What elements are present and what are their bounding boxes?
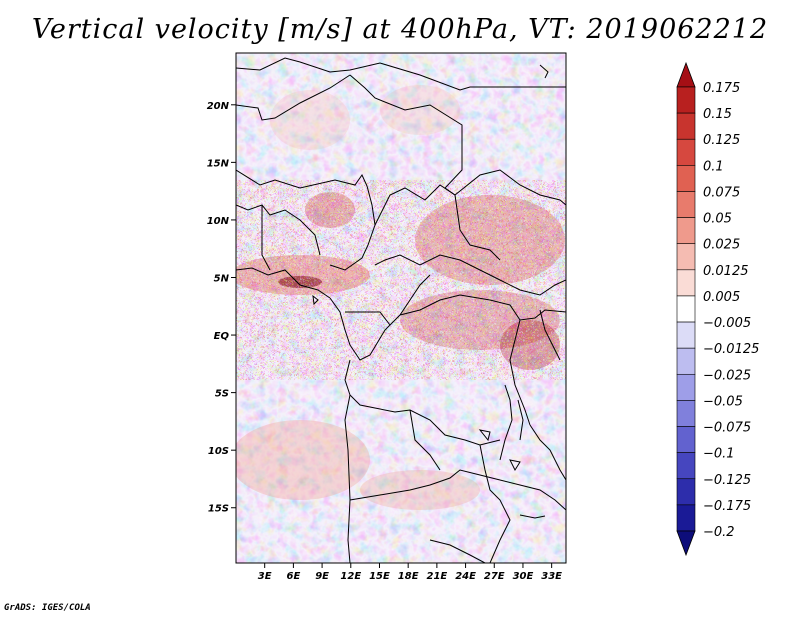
colorbar-bin	[676, 191, 696, 218]
grads-credit: GrADS: IGES/COLA	[4, 603, 91, 613]
vertical-velocity-field	[236, 53, 566, 563]
lat-tick-label: EQ	[214, 331, 230, 342]
lon-tick-label: 33E	[541, 571, 562, 582]
lat-tick-label: 5N	[214, 273, 230, 284]
lon-tick-label: 15E	[369, 571, 390, 582]
colorbar-label: 0.075	[703, 185, 740, 200]
lon-tick-label: 18E	[398, 571, 419, 582]
lon-tick-label: 9E	[315, 571, 329, 582]
longitude-axis: 3E 6E 9E 12E 15E 18E 21E 24E 27E 30E 33E	[258, 563, 562, 582]
colorbar-bin	[676, 504, 696, 532]
colorbar-bin	[676, 321, 696, 349]
colorbar-label: 0.125	[703, 133, 740, 148]
lat-tick-label: 20N	[207, 101, 230, 112]
lon-tick-label: 6E	[286, 571, 300, 582]
colorbar-label: 0.005	[703, 290, 740, 305]
map-frame	[235, 52, 567, 564]
colorbar-bin	[676, 112, 696, 140]
colorbar-label: 0.1	[703, 159, 724, 174]
colorbar-label: −0.025	[703, 368, 751, 383]
colorbar-bin	[676, 478, 696, 506]
lon-tick-label: 30E	[513, 571, 534, 582]
colorbar: 0.175 0.15 0.125 0.1 0.075 0.05 0.025 0.0125 0.0…	[676, 61, 759, 557]
colorbar-bin	[676, 138, 696, 166]
colorbar-bin	[676, 243, 696, 271]
colorbar-label: −0.075	[703, 421, 751, 436]
colorbar-label: −0.2	[703, 525, 735, 540]
colorbar-bin	[676, 373, 696, 401]
colorbar-bin	[676, 400, 696, 427]
colorbar-label: 0.05	[703, 212, 732, 227]
colorbar-label: 0.025	[703, 238, 740, 253]
colorbar-label: 0.15	[703, 107, 732, 122]
colorbar-label: −0.175	[703, 499, 751, 514]
lon-tick-label: 24E	[455, 571, 476, 582]
colorbar-label: −0.1	[703, 447, 735, 462]
lon-tick-label: 12E	[340, 571, 361, 582]
colorbar-bottom-arrow	[676, 530, 696, 557]
colorbar-bin	[676, 295, 696, 323]
colorbar-label: 0.175	[703, 81, 740, 96]
lon-tick-label: 27E	[484, 571, 505, 582]
lat-tick-label: 5S	[215, 389, 229, 400]
colorbar-label: −0.05	[703, 394, 743, 409]
colorbar-label: −0.125	[703, 473, 751, 488]
chart-title: Vertical velocity [m/s] at 400hPa, VT: 2…	[31, 14, 769, 45]
lat-tick-label: 10N	[207, 216, 230, 227]
colorbar-bin	[676, 347, 696, 375]
lat-tick-label: 15S	[208, 504, 229, 515]
colorbar-bin	[676, 269, 696, 297]
colorbar-bin	[676, 452, 696, 480]
colorbar-label: −0.0125	[703, 342, 759, 357]
lat-tick-label: 10S	[208, 446, 229, 457]
colorbar-bin	[676, 426, 696, 453]
colorbar-bin	[676, 217, 696, 245]
colorbar-label: −0.005	[703, 316, 751, 331]
latitude-axis: 20N 15N 10N 5N EQ 5S 10S 15S	[207, 101, 236, 515]
colorbar-label: 0.0125	[703, 264, 749, 279]
lat-tick-label: 15N	[207, 158, 230, 169]
colorbar-bin	[676, 86, 696, 114]
lon-tick-label: 3E	[258, 571, 272, 582]
colorbar-bin	[676, 165, 696, 192]
colorbar-top-arrow	[676, 61, 696, 88]
country-borders	[236, 57, 566, 563]
lon-tick-label: 21E	[426, 571, 447, 582]
